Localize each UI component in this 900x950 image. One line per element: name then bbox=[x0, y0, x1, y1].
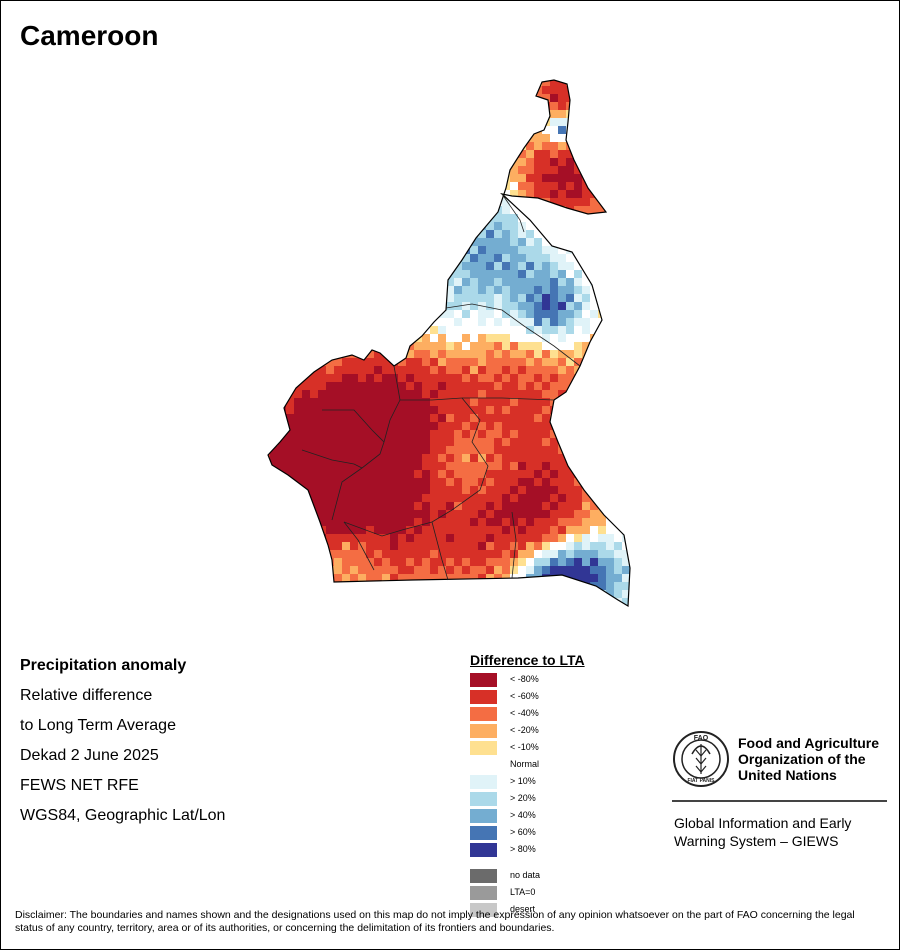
legend-wet-classes: > 10% > 20% > 40% > 60% > 80% bbox=[470, 774, 630, 859]
legend-label: < -60% bbox=[510, 691, 539, 701]
legend-swatch bbox=[470, 843, 497, 857]
legend-item: < -60% bbox=[470, 689, 630, 706]
info-line1: Relative difference bbox=[20, 687, 153, 704]
legend-label: no data bbox=[510, 870, 541, 880]
legend-normal: Normal bbox=[470, 757, 630, 774]
legend-swatch bbox=[470, 869, 497, 883]
legend-label: > 40% bbox=[510, 810, 536, 820]
legend-swatch bbox=[470, 775, 497, 789]
legend-item: desert bbox=[470, 902, 630, 919]
legend-item: LTA=0 bbox=[470, 885, 630, 902]
legend-item: < -20% bbox=[470, 723, 630, 740]
region-boundaries bbox=[301, 193, 581, 581]
giews-line1: Global Information and Early bbox=[674, 815, 852, 831]
legend-label: < -80% bbox=[510, 674, 539, 684]
legend-item: < -80% bbox=[470, 672, 630, 689]
legend-label: > 80% bbox=[510, 844, 536, 854]
legend-special-classes: no data LTA=0 desert bbox=[470, 868, 630, 919]
legend-normal-label: Normal bbox=[510, 759, 540, 769]
legend-swatch bbox=[470, 826, 497, 840]
legend-item: < -40% bbox=[470, 706, 630, 723]
legend-label: < -40% bbox=[510, 708, 539, 718]
giews-name: Global Information and Early Warning Sys… bbox=[674, 814, 889, 850]
legend-swatch bbox=[470, 724, 497, 738]
legend-label: desert bbox=[510, 904, 536, 914]
anomaly-map bbox=[262, 70, 634, 610]
legend-item: no data bbox=[470, 868, 630, 885]
legend-title: Difference to LTA bbox=[470, 652, 585, 668]
legend-label: > 20% bbox=[510, 793, 536, 803]
fao-logo-icon: FIAT PANIS FAO bbox=[673, 731, 729, 787]
legend-swatch bbox=[470, 741, 497, 755]
legend-swatch bbox=[470, 809, 497, 823]
fao-name-line2: Organization of the bbox=[738, 751, 866, 767]
legend-swatch bbox=[470, 690, 497, 704]
legend-item: > 10% bbox=[470, 774, 630, 791]
info-projection: WGS84, Geographic Lat/Lon bbox=[20, 807, 226, 824]
legend-swatch bbox=[470, 903, 497, 917]
legend-item: > 60% bbox=[470, 825, 630, 842]
legend-label: > 60% bbox=[510, 827, 536, 837]
map-title: Cameroon bbox=[20, 20, 159, 51]
fao-name-line3: United Nations bbox=[738, 767, 837, 783]
legend-swatch bbox=[470, 792, 497, 806]
legend-label: LTA=0 bbox=[510, 887, 536, 897]
giews-line2: Warning System – GIEWS bbox=[674, 833, 839, 849]
legend-dry-classes: < -80% < -60% < -40% < -20% < -10% bbox=[470, 672, 630, 757]
svg-text:FAO: FAO bbox=[694, 735, 709, 742]
legend-swatch bbox=[470, 886, 497, 900]
info-source: FEWS NET RFE bbox=[20, 777, 139, 794]
svg-text:FIAT PANIS: FIAT PANIS bbox=[687, 778, 715, 784]
legend-swatch bbox=[470, 673, 497, 687]
legend-label: < -20% bbox=[510, 725, 539, 735]
legend-label: > 10% bbox=[510, 776, 536, 786]
map-legend: Difference to LTA < -80% < -60% < -40% <… bbox=[470, 652, 630, 919]
fao-name: Food and Agriculture Organization of the… bbox=[738, 735, 888, 783]
legend-item: > 20% bbox=[470, 791, 630, 808]
legend-item: < -10% bbox=[470, 740, 630, 757]
fao-name-line1: Food and Agriculture bbox=[738, 735, 880, 751]
disclaimer-text: Disclaimer: The boundaries and names sho… bbox=[15, 909, 855, 934]
legend-label: < -10% bbox=[510, 742, 539, 752]
legend-swatch bbox=[470, 707, 497, 721]
info-line2: to Long Term Average bbox=[20, 717, 176, 734]
divider bbox=[672, 800, 887, 802]
legend-item: > 80% bbox=[470, 842, 630, 859]
map-info: Precipitation anomaly Relative differenc… bbox=[20, 656, 225, 836]
legend-item: > 40% bbox=[470, 808, 630, 825]
info-period: Dekad 2 June 2025 bbox=[20, 747, 159, 764]
info-heading: Precipitation anomaly bbox=[20, 657, 187, 674]
